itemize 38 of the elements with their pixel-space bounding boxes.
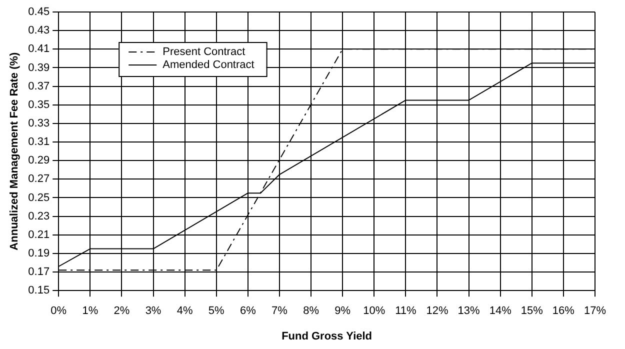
x-tick-label: 12% xyxy=(426,305,448,318)
x-tick-label: 5% xyxy=(208,305,225,318)
legend-label: Amended Contract xyxy=(162,59,254,72)
y-tick-label: 0.23 xyxy=(28,210,50,222)
x-tick-label: 15% xyxy=(520,305,544,318)
y-tick-label: 0.19 xyxy=(28,247,50,260)
x-tick-label: 16% xyxy=(552,305,575,318)
y-tick-label: 0.29 xyxy=(28,154,50,167)
x-tick-label: 6% xyxy=(240,305,256,318)
legend-label: Present Contract xyxy=(162,46,246,58)
y-tick-label: 0.27 xyxy=(28,173,50,186)
y-tick-label: 0.45 xyxy=(28,6,50,18)
x-tick-label: 7% xyxy=(272,305,288,318)
x-tick-label: 17% xyxy=(584,305,606,318)
x-tick-label: 2% xyxy=(114,305,130,318)
y-axis-title: Annualized Management Fee Rate (%) xyxy=(8,52,21,250)
x-tick-label: 9% xyxy=(334,305,351,318)
x-axis-title: Fund Gross Yield xyxy=(282,330,372,342)
y-tick-label: 0.35 xyxy=(28,98,50,111)
y-tick-label: 0.21 xyxy=(28,228,50,241)
x-tick-label: 0% xyxy=(50,305,67,318)
y-tick-label: 0.41 xyxy=(28,43,50,56)
y-tick-label: 0.17 xyxy=(28,266,50,278)
y-tick-label: 0.43 xyxy=(28,24,50,37)
x-tick-label: 10% xyxy=(363,305,386,318)
x-tick-label: 13% xyxy=(458,305,480,318)
x-tick-label: 4% xyxy=(176,305,193,318)
x-tick-label: 3% xyxy=(145,305,162,318)
x-tick-label: 14% xyxy=(489,305,512,318)
x-tick-label: 11% xyxy=(395,305,417,318)
x-tick-label: 1% xyxy=(82,305,98,318)
y-tick-label: 0.37 xyxy=(28,80,50,92)
x-tick-label: 8% xyxy=(303,305,320,318)
y-tick-label: 0.33 xyxy=(28,117,50,130)
y-tick-label: 0.15 xyxy=(28,284,50,297)
y-tick-label: 0.39 xyxy=(28,62,50,74)
y-tick-label: 0.31 xyxy=(28,136,50,148)
y-tick-label: 0.25 xyxy=(28,192,50,204)
